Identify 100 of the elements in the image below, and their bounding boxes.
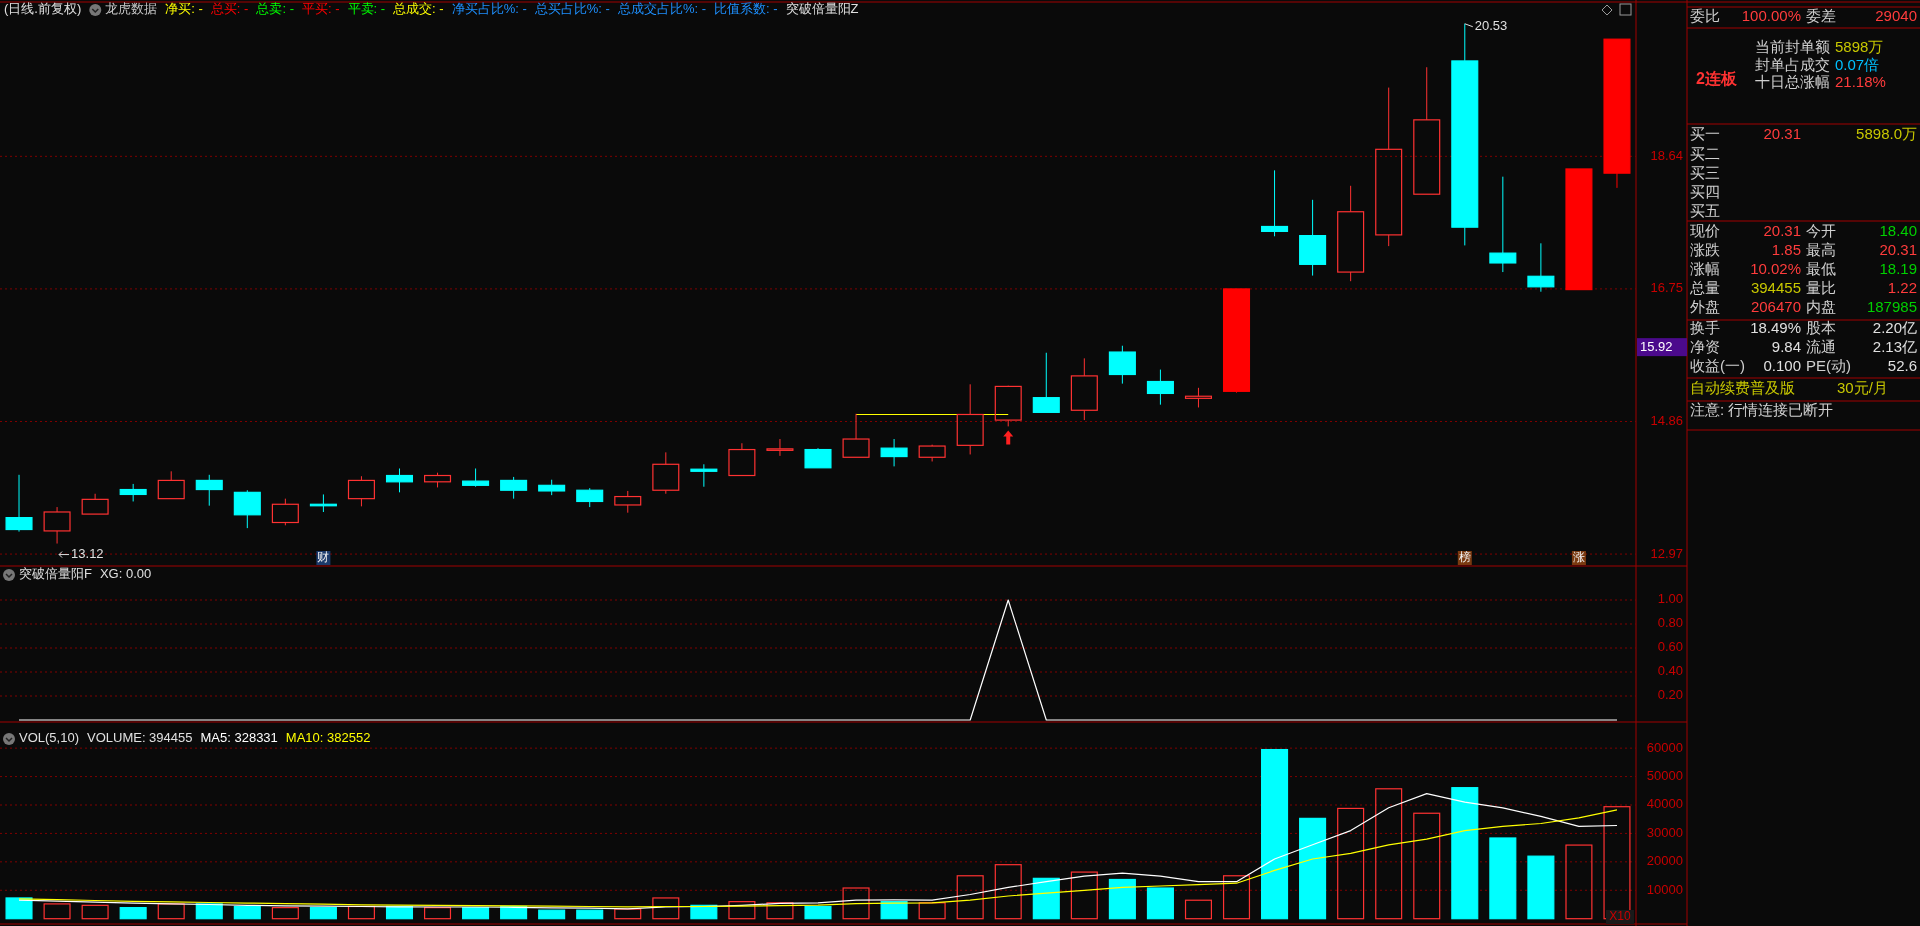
text: MA5: 328331 xyxy=(200,730,278,746)
text: 注意: 行情连接已断开 xyxy=(1690,400,1834,418)
text: 内盘 xyxy=(1806,297,1836,315)
y-tick-label: 18.64 xyxy=(1650,147,1683,163)
annotation: 净买: - xyxy=(165,1,203,17)
annotation: 总买占比%: - xyxy=(533,1,610,17)
bar xyxy=(1299,817,1327,920)
bar xyxy=(119,907,147,920)
y-tick-label: 1.00 xyxy=(1657,591,1683,607)
text: 委比 xyxy=(1690,6,1720,24)
text: 52.6 xyxy=(1887,356,1917,374)
text: 自动续费普及版 xyxy=(1690,378,1795,396)
bar xyxy=(994,864,1022,920)
bar xyxy=(195,903,223,920)
text: 买一 xyxy=(1690,124,1720,142)
text: 20.31 xyxy=(1763,221,1801,239)
text: PE(动) xyxy=(1806,356,1851,374)
y-tick-label: 40000 xyxy=(1646,796,1683,812)
annotation: 总成交: - xyxy=(392,1,444,17)
text: 9.84 xyxy=(1771,337,1801,355)
annotation: 总买: - xyxy=(209,1,249,17)
text: 2.20亿 xyxy=(1872,318,1917,336)
text: 封单占成交 xyxy=(1755,55,1830,73)
line-series xyxy=(18,793,1618,910)
bar xyxy=(804,905,832,920)
text: 流通 xyxy=(1806,337,1836,355)
text: 十日总涨幅 xyxy=(1755,72,1830,90)
bar xyxy=(842,887,870,920)
text: 量比 xyxy=(1806,278,1836,296)
text: 涨幅 xyxy=(1690,259,1720,277)
annotation: 突破倍量阳Z xyxy=(785,1,859,17)
text: 21.18% xyxy=(1835,72,1886,90)
bar xyxy=(233,905,261,920)
y-tick-label: 0.40 xyxy=(1657,663,1683,679)
bar xyxy=(1261,748,1289,920)
text: 买三 xyxy=(1690,163,1720,181)
text: 换手 xyxy=(1690,318,1720,336)
bar xyxy=(652,897,680,920)
bar xyxy=(956,875,984,920)
bar xyxy=(1451,787,1479,920)
annotation: 总成交占比%: - xyxy=(616,1,707,17)
text: 当前封单额 xyxy=(1755,37,1830,55)
annotation: 13.12 xyxy=(71,545,104,561)
bar xyxy=(1108,878,1136,920)
y-tick-label: 12.97 xyxy=(1650,545,1683,561)
y-tick-label: 0.20 xyxy=(1657,687,1683,703)
bar xyxy=(538,909,566,920)
annotation: 龙虎数据 xyxy=(105,1,158,17)
annotation: 涨 xyxy=(1572,550,1585,565)
text: 187985 xyxy=(1866,297,1917,315)
text: 今开 xyxy=(1806,221,1836,239)
bar xyxy=(43,903,71,920)
text: 股本 xyxy=(1806,318,1836,336)
text: 394455 xyxy=(1750,278,1801,296)
bar xyxy=(576,909,604,920)
bar xyxy=(766,902,794,920)
chart-subtitle: XG: 0.00 xyxy=(99,566,152,582)
bar xyxy=(1527,855,1555,920)
text: 最低 xyxy=(1806,259,1836,277)
bar xyxy=(728,901,756,920)
text: 涨跌 xyxy=(1690,240,1720,258)
text: 2连板 xyxy=(1696,70,1738,88)
bar xyxy=(309,907,337,920)
chart-title: 突破倍量阳F xyxy=(19,566,92,582)
text: 18.19 xyxy=(1879,259,1917,277)
text: 总量 xyxy=(1689,278,1720,296)
y-tick-label: 20000 xyxy=(1646,853,1683,869)
bar xyxy=(1146,887,1174,920)
annotation: 平卖: - xyxy=(347,1,386,17)
text: 买五 xyxy=(1690,201,1720,219)
y-tick-label: 30000 xyxy=(1646,824,1683,840)
text: MA10: 382552 xyxy=(285,730,371,746)
bar xyxy=(5,897,33,920)
text: 委差 xyxy=(1806,6,1836,24)
annotation: 比值系数: - xyxy=(714,1,778,17)
text: 最高 xyxy=(1806,240,1836,258)
text: 收益(一) xyxy=(1690,356,1745,374)
annotation: X10 xyxy=(1609,909,1631,924)
annotation: 榜 xyxy=(1458,550,1471,565)
annotation: VOLUME: 394455 xyxy=(86,730,193,746)
bar xyxy=(271,907,299,920)
annotation: 总卖: - xyxy=(255,1,294,17)
bar xyxy=(81,904,109,920)
bar xyxy=(1375,788,1403,920)
text: 18.40 xyxy=(1879,221,1917,239)
text: 100.00% xyxy=(1741,6,1801,24)
y-tick-label: 0.80 xyxy=(1657,615,1683,631)
chart-title: (日线.前复权) xyxy=(4,1,82,17)
bar xyxy=(1184,899,1212,920)
annotation: 平买: - xyxy=(301,1,340,17)
y-tick-label: 10000 xyxy=(1646,881,1683,897)
bar xyxy=(1337,807,1365,920)
text: 30元/月 xyxy=(1837,378,1888,396)
bar xyxy=(462,907,490,920)
bar xyxy=(614,908,642,920)
text: 29040 xyxy=(1875,6,1917,24)
text: 20.31 xyxy=(1879,240,1917,258)
y-tick-label: 50000 xyxy=(1646,768,1683,784)
text: 20.31 xyxy=(1763,124,1801,142)
text: 0.100 xyxy=(1763,356,1801,374)
